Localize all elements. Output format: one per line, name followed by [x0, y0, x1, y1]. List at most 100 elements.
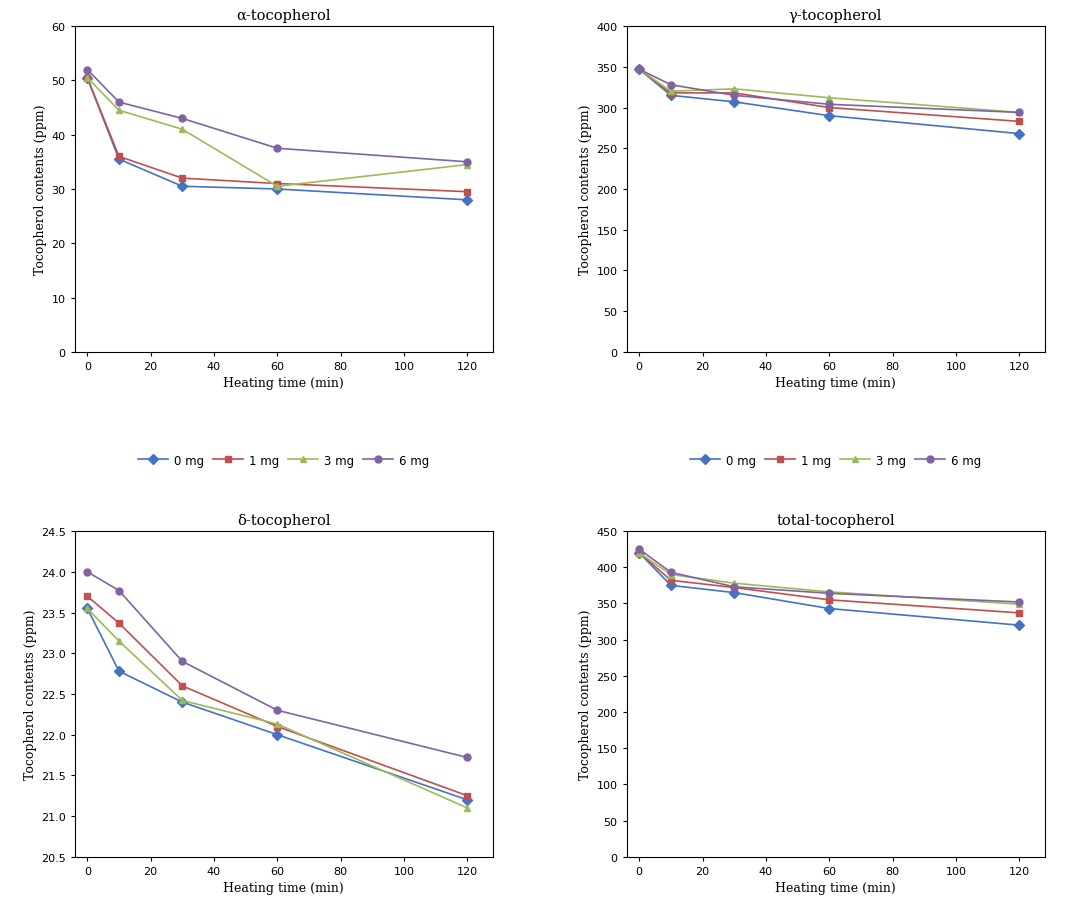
0 mg: [271, 184, 284, 195]
Y-axis label: Tocopherol contents (ppm): Tocopherol contents (ppm): [579, 609, 593, 779]
1 mg: [176, 681, 189, 692]
6 mg: [461, 752, 473, 763]
0 mg: [664, 580, 677, 591]
0 mg: [664, 91, 677, 102]
X-axis label: Heating time (min): Heating time (min): [223, 377, 344, 390]
Title: total-tocopherol: total-tocopherol: [776, 513, 895, 528]
0 mg: [461, 195, 473, 206]
3 mg: [1013, 599, 1025, 610]
Y-axis label: Tocopherol contents (ppm): Tocopherol contents (ppm): [23, 609, 36, 779]
Title: α-tocopherol: α-tocopherol: [237, 9, 330, 23]
6 mg: [1013, 597, 1025, 608]
1 mg: [664, 575, 677, 586]
3 mg: [113, 636, 126, 647]
1 mg: [113, 152, 126, 162]
1 mg: [633, 548, 646, 558]
6 mg: [176, 657, 189, 667]
Line: 0 mg: 0 mg: [635, 67, 1022, 138]
Line: 6 mg: 6 mg: [635, 546, 1022, 606]
1 mg: [271, 179, 284, 189]
1 mg: [633, 65, 646, 76]
1 mg: [113, 618, 126, 629]
Line: 6 mg: 6 mg: [635, 67, 1022, 116]
1 mg: [271, 722, 284, 732]
3 mg: [664, 87, 677, 97]
3 mg: [823, 587, 836, 598]
Y-axis label: Tocopherol contents (ppm): Tocopherol contents (ppm): [34, 105, 47, 275]
1 mg: [176, 173, 189, 184]
6 mg: [633, 544, 646, 555]
Line: 3 mg: 3 mg: [84, 605, 471, 812]
1 mg: [823, 594, 836, 605]
Line: 0 mg: 0 mg: [84, 605, 471, 804]
3 mg: [271, 719, 284, 730]
6 mg: [664, 567, 677, 578]
3 mg: [728, 84, 741, 95]
0 mg: [271, 730, 284, 741]
Line: 3 mg: 3 mg: [635, 549, 1022, 608]
0 mg: [633, 65, 646, 76]
1 mg: [81, 591, 94, 602]
6 mg: [1013, 108, 1025, 119]
3 mg: [728, 578, 741, 589]
3 mg: [81, 73, 94, 84]
0 mg: [113, 154, 126, 165]
3 mg: [823, 93, 836, 104]
Line: 0 mg: 0 mg: [635, 549, 1022, 629]
6 mg: [81, 65, 94, 76]
0 mg: [81, 73, 94, 84]
0 mg: [176, 697, 189, 708]
X-axis label: Heating time (min): Heating time (min): [775, 377, 897, 390]
0 mg: [633, 548, 646, 558]
6 mg: [633, 65, 646, 76]
3 mg: [81, 603, 94, 614]
6 mg: [113, 97, 126, 108]
1 mg: [1013, 608, 1025, 619]
1 mg: [81, 73, 94, 84]
6 mg: [113, 585, 126, 596]
0 mg: [728, 97, 741, 108]
1 mg: [823, 103, 836, 114]
6 mg: [728, 582, 741, 593]
1 mg: [461, 187, 473, 198]
3 mg: [664, 569, 677, 580]
Line: 3 mg: 3 mg: [635, 67, 1022, 116]
1 mg: [461, 790, 473, 801]
1 mg: [728, 583, 741, 594]
X-axis label: Heating time (min): Heating time (min): [775, 881, 897, 895]
0 mg: [823, 111, 836, 122]
6 mg: [823, 588, 836, 599]
0 mg: [176, 181, 189, 192]
3 mg: [633, 65, 646, 76]
0 mg: [81, 603, 94, 614]
3 mg: [176, 695, 189, 706]
3 mg: [461, 160, 473, 170]
6 mg: [461, 157, 473, 168]
X-axis label: Heating time (min): Heating time (min): [223, 881, 344, 895]
0 mg: [1013, 620, 1025, 630]
Y-axis label: Tocopherol contents (ppm): Tocopherol contents (ppm): [579, 105, 593, 275]
6 mg: [81, 566, 94, 577]
6 mg: [176, 114, 189, 124]
1 mg: [728, 88, 741, 99]
Line: 1 mg: 1 mg: [635, 549, 1022, 617]
3 mg: [271, 181, 284, 192]
Line: 1 mg: 1 mg: [84, 594, 471, 799]
3 mg: [1013, 108, 1025, 119]
Line: 6 mg: 6 mg: [84, 67, 471, 166]
3 mg: [461, 803, 473, 814]
Line: 1 mg: 1 mg: [635, 67, 1022, 125]
Line: 0 mg: 0 mg: [84, 75, 471, 204]
3 mg: [633, 548, 646, 558]
1 mg: [664, 88, 677, 99]
Legend: 0 mg, 1 mg, 3 mg, 6 mg: 0 mg, 1 mg, 3 mg, 6 mg: [133, 449, 434, 472]
6 mg: [728, 91, 741, 102]
Title: γ-tocopherol: γ-tocopherol: [789, 9, 883, 23]
0 mg: [113, 666, 126, 676]
6 mg: [271, 143, 284, 154]
0 mg: [728, 587, 741, 598]
0 mg: [1013, 129, 1025, 140]
0 mg: [461, 795, 473, 805]
6 mg: [271, 705, 284, 716]
6 mg: [823, 100, 836, 111]
